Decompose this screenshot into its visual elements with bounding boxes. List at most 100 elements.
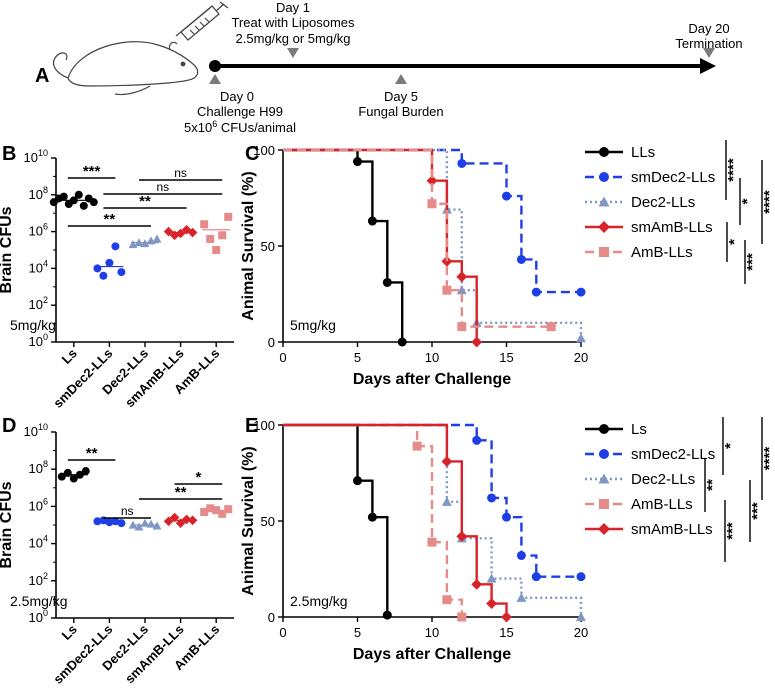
survival-point	[516, 592, 527, 602]
survival-point	[502, 191, 511, 201]
panel-c-survival-5mg: C 0 50 100 0 5 10 15 20 Days after Challenge Anima…	[240, 140, 775, 388]
x-tick-label: 5	[354, 350, 361, 365]
dose-note: 2.5mg/kg	[10, 593, 68, 609]
survival-point	[576, 333, 586, 343]
data-point	[93, 264, 102, 273]
survival-point	[471, 578, 483, 590]
survival-point	[576, 287, 586, 297]
day1-desc1: Treat with Liposomes	[231, 15, 355, 30]
survival-point	[546, 322, 556, 332]
y-tick-label: 100	[29, 332, 48, 349]
survival-point	[531, 287, 541, 297]
data-point	[212, 246, 221, 254]
significance-label: ****	[725, 158, 742, 182]
survival-point	[501, 611, 512, 623]
survival-point	[382, 610, 392, 620]
x-tick-label: 0	[279, 350, 286, 365]
data-point	[206, 504, 215, 513]
y-tick-label: 0	[268, 610, 275, 625]
survival-point	[442, 285, 452, 295]
data-point	[146, 519, 156, 528]
survival-point	[456, 285, 467, 295]
data-point	[200, 507, 209, 516]
survival-point	[576, 612, 586, 622]
y-tick-label: 50	[261, 514, 275, 529]
significance-label: ns	[174, 166, 187, 180]
data-point	[163, 516, 174, 527]
significance-label: **	[104, 211, 116, 228]
survival-point	[516, 254, 526, 264]
survival-curve	[283, 148, 581, 294]
survival-curve	[283, 148, 552, 328]
survival-point	[426, 175, 438, 187]
data-point	[99, 271, 108, 280]
legend-marker	[598, 473, 610, 484]
data-point	[69, 474, 78, 483]
panel-letter-b: B	[2, 143, 16, 165]
data-point	[111, 242, 120, 251]
y-tick-label: 106	[29, 496, 48, 513]
legend-label: LLs	[631, 144, 655, 161]
y-tick-label: 1010	[24, 148, 48, 165]
x-tick-label: 15	[499, 350, 513, 365]
y-axis-label: Brain CFUs	[0, 481, 15, 568]
panel-e-survival-2-5mg: E 0 50 100 0 5 10 15 20 Days after Challenge Anima…	[240, 415, 775, 663]
day20-marker	[703, 48, 715, 58]
y-tick-label: 108	[29, 185, 48, 202]
y-tick-label: 102	[29, 295, 48, 312]
y-tick-label: 1010	[24, 422, 48, 439]
x-tick-label: 5	[354, 625, 361, 640]
survival-point	[457, 158, 467, 168]
x-axis-label: Days after Challenge	[353, 646, 511, 663]
day20-desc: Termination	[675, 36, 742, 51]
day1-marker	[287, 48, 299, 58]
data-point	[163, 226, 174, 237]
day1-label: Day 1	[276, 0, 310, 15]
legend-marker	[598, 196, 610, 207]
day0-desc1: Challenge H99	[197, 104, 283, 119]
data-point	[224, 505, 233, 514]
legend-marker	[599, 424, 609, 434]
y-tick-label: 104	[29, 534, 48, 551]
panel-letter-c: C	[245, 143, 259, 165]
x-tick-label: Ls	[59, 346, 80, 367]
survival-point	[412, 441, 422, 451]
mouse-icon	[52, 41, 199, 96]
legend-label: smAmB-LLs	[631, 521, 713, 538]
data-point	[175, 518, 186, 528]
data-point	[181, 224, 192, 235]
data-point	[218, 509, 227, 518]
survival-point	[427, 199, 437, 209]
significance-label: **	[86, 445, 98, 462]
survival-curve	[283, 148, 583, 339]
y-tick-label: 100	[253, 418, 275, 433]
legend-label: smDec2-LLs	[631, 169, 715, 186]
data-point	[59, 192, 68, 201]
timeline-panel: A Day 0 Challenge H99 5x106 CFUs/animal …	[35, 0, 743, 135]
survival-curve	[283, 423, 508, 617]
survival-point	[353, 157, 362, 167]
survival-point	[427, 537, 437, 547]
significance-label: **	[139, 193, 151, 210]
significance-label: *	[195, 469, 201, 486]
survival-point	[442, 595, 452, 605]
survival-point	[471, 336, 483, 348]
legend-label: smDec2-LLs	[631, 446, 715, 463]
day5-desc: Fungal Burden	[358, 104, 443, 119]
survival-point	[456, 271, 468, 283]
significance-label: ns	[121, 504, 134, 518]
data-point	[206, 234, 215, 243]
y-tick-label: 106	[29, 222, 48, 239]
panel-letter-d: D	[2, 415, 16, 437]
data-point	[224, 212, 233, 221]
survival-point	[457, 612, 467, 622]
panel-letter-a: A	[35, 65, 49, 87]
panel-letter-e: E	[245, 415, 258, 437]
x-tick-label: 10	[425, 350, 439, 365]
data-point	[105, 518, 114, 527]
significance-label: ***	[83, 163, 101, 180]
data-point	[117, 519, 126, 528]
survival-point	[441, 255, 453, 267]
significance-label: ns	[156, 180, 169, 194]
